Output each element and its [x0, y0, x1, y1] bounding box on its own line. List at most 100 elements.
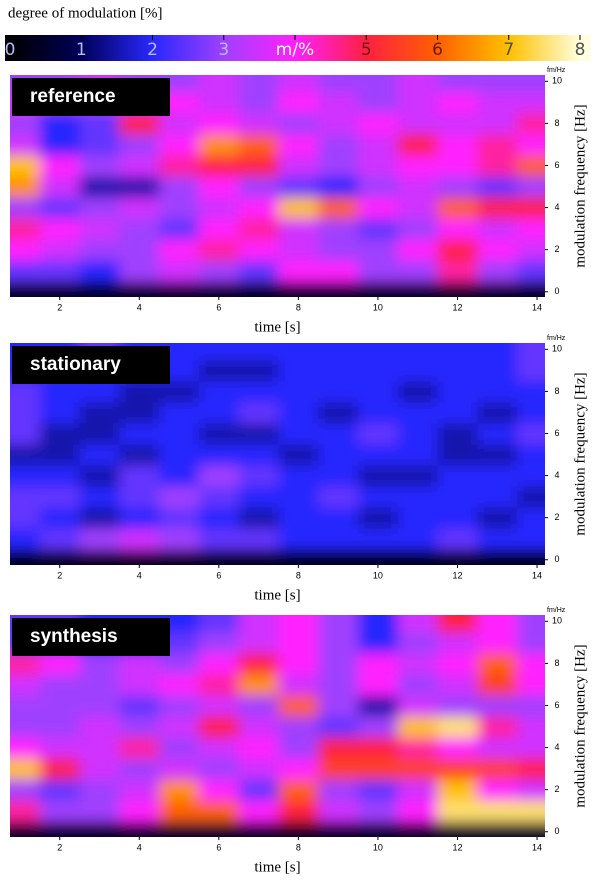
heatmap-cell [159, 281, 200, 297]
heatmap-cell [79, 507, 120, 529]
heatmap-cell [79, 154, 120, 177]
x-tick-label: 4 [137, 302, 142, 312]
heatmap-cell [437, 652, 478, 675]
heatmap-cell [39, 821, 81, 837]
x-tick-label: 10 [373, 570, 383, 580]
heatmap-cell [159, 652, 200, 675]
heatmap-cell [198, 281, 240, 297]
heatmap-cell [198, 779, 240, 801]
heatmap-cell [238, 716, 279, 738]
x-tick-label: 2 [57, 842, 62, 852]
heatmap-cell [119, 465, 160, 487]
y-tick-label: 4 [554, 202, 559, 212]
heatmap-cell [477, 281, 518, 297]
heatmap-cell [517, 75, 545, 93]
heatmap-cell [198, 112, 240, 135]
heatmap-cell [79, 218, 120, 240]
heatmap-cell [397, 91, 439, 114]
heatmap-cell [397, 821, 439, 837]
heatmap-cell [437, 239, 478, 261]
heatmap-cell [437, 673, 478, 696]
heatmap-cell [397, 673, 439, 696]
heatmap-cell [358, 281, 399, 297]
heatmap-cell [238, 528, 279, 550]
heatmap-cell [198, 800, 240, 822]
heatmap-cell [198, 176, 240, 198]
heatmap-cell [517, 486, 545, 508]
heatmap-cell [10, 673, 41, 696]
heatmap-cell [119, 401, 160, 424]
heatmap-cell [358, 716, 399, 738]
heatmap-cell [79, 444, 120, 466]
heatmap-cell [477, 800, 518, 822]
heatmap-cell [318, 528, 359, 550]
heatmap-cell [159, 260, 200, 282]
heatmap-cell [159, 549, 200, 565]
heatmap-cell [517, 758, 545, 780]
y-axis-label: modulation frequency [Hz] [572, 644, 588, 807]
heatmap-cell [278, 218, 319, 240]
heatmap-cell [517, 694, 545, 717]
heatmap-cell [79, 281, 120, 297]
heatmap-cell [477, 615, 518, 633]
heatmap-cell [10, 218, 41, 240]
heatmap-cell [238, 112, 279, 135]
panel-label: stationary [30, 354, 121, 375]
heatmap-cell [10, 507, 41, 529]
heatmap-cell [10, 112, 41, 135]
heatmap-cell [39, 218, 81, 240]
heatmap-cell [10, 260, 41, 282]
heatmap-cell [477, 821, 518, 837]
heatmap-cell [198, 359, 240, 382]
heatmap-cell [477, 154, 518, 177]
heatmap-cell [10, 821, 41, 837]
heatmap-cell [358, 673, 399, 696]
heatmap-cell [477, 465, 518, 487]
heatmap-cell [358, 758, 399, 780]
heatmap-cell [477, 716, 518, 738]
heatmap-cell [397, 197, 439, 219]
heatmap-cell [198, 507, 240, 529]
heatmap-cell [119, 737, 160, 759]
heatmap-cell [238, 631, 279, 654]
heatmap-cell [358, 507, 399, 529]
colorbar [5, 35, 590, 61]
heatmap-cell [238, 444, 279, 466]
y-tick-label: 6 [554, 428, 559, 438]
y-tick-label: 8 [554, 118, 559, 128]
heatmap-cell [358, 401, 399, 424]
heatmap-cell [397, 218, 439, 240]
heatmap-cell [119, 821, 160, 837]
y-unit: fm/Hz [547, 335, 566, 342]
heatmap-cell [79, 197, 120, 219]
heatmap-cell [278, 652, 319, 675]
heatmap-cell [238, 359, 279, 382]
heatmap-cell [358, 91, 399, 114]
heatmap-cell [477, 239, 518, 261]
heatmap-cell [79, 673, 120, 696]
heatmap-cell [39, 239, 81, 261]
heatmap-cell [397, 176, 439, 198]
heatmap-cell [39, 422, 81, 445]
heatmap-cell [159, 465, 200, 487]
heatmap-cell [39, 800, 81, 822]
x-tick-label: 8 [296, 302, 301, 312]
heatmap-cell [477, 528, 518, 550]
heatmap-cell [198, 528, 240, 550]
heatmap-cell [119, 716, 160, 738]
y-tick-label: 6 [554, 160, 559, 170]
heatmap-cell [198, 486, 240, 508]
x-tick-label: 4 [137, 842, 142, 852]
heatmap-cell [517, 112, 545, 135]
heatmap-cell [159, 401, 200, 424]
panel-label: reference [30, 86, 116, 107]
heatmap-cell [119, 239, 160, 261]
heatmap-cell [79, 401, 120, 424]
heatmap-cell [119, 694, 160, 717]
heatmap-cell [79, 737, 120, 759]
heatmap-cell [437, 821, 478, 837]
heatmap-cell [278, 112, 319, 135]
heatmap-cell [79, 528, 120, 550]
x-tick-label: 6 [216, 842, 221, 852]
panel-label-box [12, 346, 170, 384]
